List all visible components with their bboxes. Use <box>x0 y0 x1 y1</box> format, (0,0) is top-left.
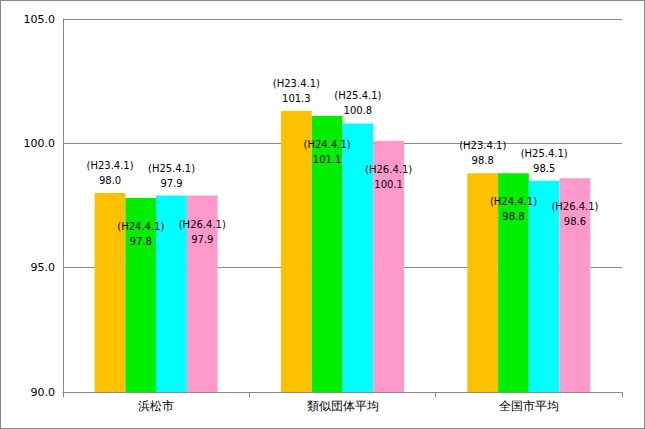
svg-text:(H24.4.1): (H24.4.1) <box>304 139 351 150</box>
svg-text:類似団体平均: 類似団体平均 <box>307 399 379 413</box>
svg-text:(H25.4.1): (H25.4.1) <box>521 148 568 159</box>
svg-text:(H23.4.1): (H23.4.1) <box>273 78 320 89</box>
svg-text:98.8: 98.8 <box>472 155 494 166</box>
svg-text:100.1: 100.1 <box>374 179 403 190</box>
svg-text:98.5: 98.5 <box>533 163 555 174</box>
svg-text:(H24.4.1): (H24.4.1) <box>490 196 537 207</box>
svg-text:100.8: 100.8 <box>344 105 373 116</box>
svg-text:101.3: 101.3 <box>282 93 311 104</box>
svg-text:(H26.4.1): (H26.4.1) <box>179 219 226 230</box>
svg-text:(H23.4.1): (H23.4.1) <box>86 160 133 171</box>
svg-text:100.0: 100.0 <box>24 137 56 150</box>
svg-text:97.9: 97.9 <box>160 178 182 189</box>
svg-text:90.0: 90.0 <box>31 386 56 399</box>
svg-text:97.8: 97.8 <box>130 236 152 247</box>
svg-text:98.0: 98.0 <box>99 175 121 186</box>
svg-text:98.8: 98.8 <box>502 211 524 222</box>
svg-text:(H25.4.1): (H25.4.1) <box>334 90 381 101</box>
svg-text:98.6: 98.6 <box>564 216 586 227</box>
svg-text:(H24.4.1): (H24.4.1) <box>117 221 164 232</box>
svg-text:101.1: 101.1 <box>313 154 342 165</box>
svg-text:105.0: 105.0 <box>24 13 56 26</box>
svg-text:(H26.4.1): (H26.4.1) <box>365 164 412 175</box>
svg-text:(H23.4.1): (H23.4.1) <box>459 140 506 151</box>
svg-text:全国市平均: 全国市平均 <box>499 399 559 413</box>
svg-text:95.0: 95.0 <box>31 261 56 274</box>
svg-text:(H26.4.1): (H26.4.1) <box>551 201 598 212</box>
svg-text:浜松市: 浜松市 <box>138 399 174 413</box>
svg-text:(H25.4.1): (H25.4.1) <box>148 163 195 174</box>
svg-text:97.9: 97.9 <box>191 234 213 245</box>
